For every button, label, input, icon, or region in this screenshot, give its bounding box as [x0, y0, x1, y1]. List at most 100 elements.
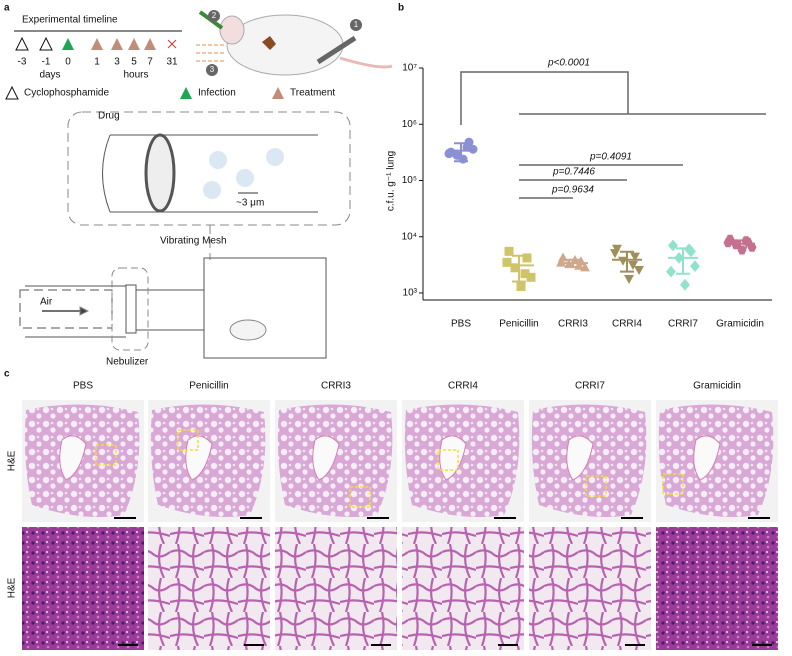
lung-section [658, 404, 774, 518]
illustration-part [266, 148, 284, 166]
histology-image [275, 527, 397, 650]
illustration-part [350, 19, 362, 31]
timeline-marker [111, 38, 123, 50]
row-label: H&E [7, 450, 18, 471]
timeline-tick: 1 [94, 57, 100, 68]
panel-letter: c [4, 369, 10, 380]
legend-text: Infection [198, 88, 236, 99]
size-label: ~3 μm [236, 198, 264, 209]
illustration-part [144, 133, 176, 213]
nebulizer-diagram [19, 111, 351, 359]
illustration-part [111, 267, 149, 351]
illustration-part [79, 306, 90, 316]
mesh-label: Vibrating Mesh [160, 236, 227, 247]
lung-section [531, 404, 647, 518]
histology-grid: PBS Penicillin CRRI3 CRRI4 CRRI7 Gramicidin [22, 381, 778, 650]
illustration-part [196, 44, 225, 62]
x-tick-label: CRRI4 [612, 319, 642, 330]
y-tick-label: 10⁵ [402, 175, 417, 186]
illustration-part [67, 111, 351, 226]
illustration-part [208, 10, 220, 22]
legend-icon [272, 87, 284, 99]
lung-section [150, 404, 266, 518]
data-point [690, 260, 700, 272]
histology-image [529, 527, 651, 650]
illustration-part [219, 15, 245, 45]
y-tick-label: 10⁷ [402, 63, 417, 74]
legend-icon [5, 85, 19, 100]
error-bar [620, 250, 634, 273]
timeline-marker [91, 38, 103, 50]
step-number: 1 [354, 20, 359, 29]
illustration-part [236, 169, 254, 187]
timeline-marker [144, 38, 156, 50]
timeline-tick: 31 [166, 57, 178, 68]
data-point [624, 275, 634, 285]
data-point [504, 246, 514, 256]
data-point [462, 142, 472, 152]
zoom-box [585, 475, 607, 497]
zoom-box [177, 429, 199, 451]
data-point [634, 266, 644, 276]
airway [693, 435, 721, 481]
data-point [516, 282, 526, 292]
illustration-part [209, 151, 227, 169]
illustration-part [206, 64, 218, 76]
y-tick-label: 10⁴ [402, 231, 417, 242]
x-tick-label: Penicillin [499, 319, 538, 330]
p-value: p<0.0001 [547, 58, 590, 69]
illustration-part [262, 36, 276, 50]
p-value: p=0.9634 [551, 185, 594, 196]
airway [185, 435, 213, 481]
illustration-part [125, 284, 137, 334]
column-title: PBS [73, 381, 93, 392]
timeline-tick: 7 [147, 57, 153, 68]
histology-image [656, 527, 778, 650]
column-title: Penicillin [189, 381, 228, 392]
timeline-tick: 5 [131, 57, 137, 68]
timeline-marker [128, 38, 140, 50]
timeline-tick: 3 [114, 57, 120, 68]
illustration-part [102, 134, 111, 213]
x-tick-label: PBS [451, 319, 471, 330]
airway [312, 435, 340, 481]
step-number: 2 [212, 11, 217, 20]
column-title: CRRI4 [448, 381, 478, 392]
timeline-tick: -1 [42, 57, 51, 68]
timeline-marker [39, 36, 53, 51]
x-tick-label: Gramicidin [716, 319, 764, 330]
illustration-part [316, 35, 357, 65]
legend-text: Treatment [290, 88, 335, 99]
drug-label: Drug [98, 111, 120, 122]
days-label: days [39, 70, 60, 81]
timeline-marks: -3 -1 0 1 3 5 7 31 [15, 36, 178, 68]
x-tick-label: CRRI3 [558, 319, 588, 330]
timeline-marker [15, 36, 29, 51]
column-title: CRRI7 [575, 381, 605, 392]
data-point [666, 265, 676, 278]
illustration-part [339, 56, 393, 69]
timeline-title: Experimental timeline [22, 15, 118, 26]
timeline-marker [62, 38, 74, 50]
error-bar [676, 247, 690, 275]
illustration-part [25, 285, 204, 338]
nebulizer-label: Nebulizer [106, 357, 149, 368]
air-label: Air [40, 297, 53, 308]
histology-image [22, 527, 144, 650]
data-point [680, 278, 690, 291]
panel-letter: b [398, 3, 404, 14]
hours-label: hours [123, 70, 148, 81]
zoom-box [662, 473, 684, 495]
mouse-illustration: 1 2 3 [196, 10, 393, 76]
p-value: p=0.4091 [589, 152, 632, 163]
bracket [460, 71, 766, 125]
plot: 10³ 10⁴ 10⁵ 10⁶ 10⁷ PBS Penicillin CRRI3 CRRI4 CR… [402, 58, 772, 330]
zoom-box [349, 486, 371, 508]
timeline-tick: 0 [65, 57, 71, 68]
x-tick-label: CRRI7 [668, 319, 698, 330]
error-bar [454, 142, 468, 163]
illustration-part [203, 257, 327, 359]
histology-image [148, 527, 270, 650]
illustration-part [229, 319, 267, 341]
